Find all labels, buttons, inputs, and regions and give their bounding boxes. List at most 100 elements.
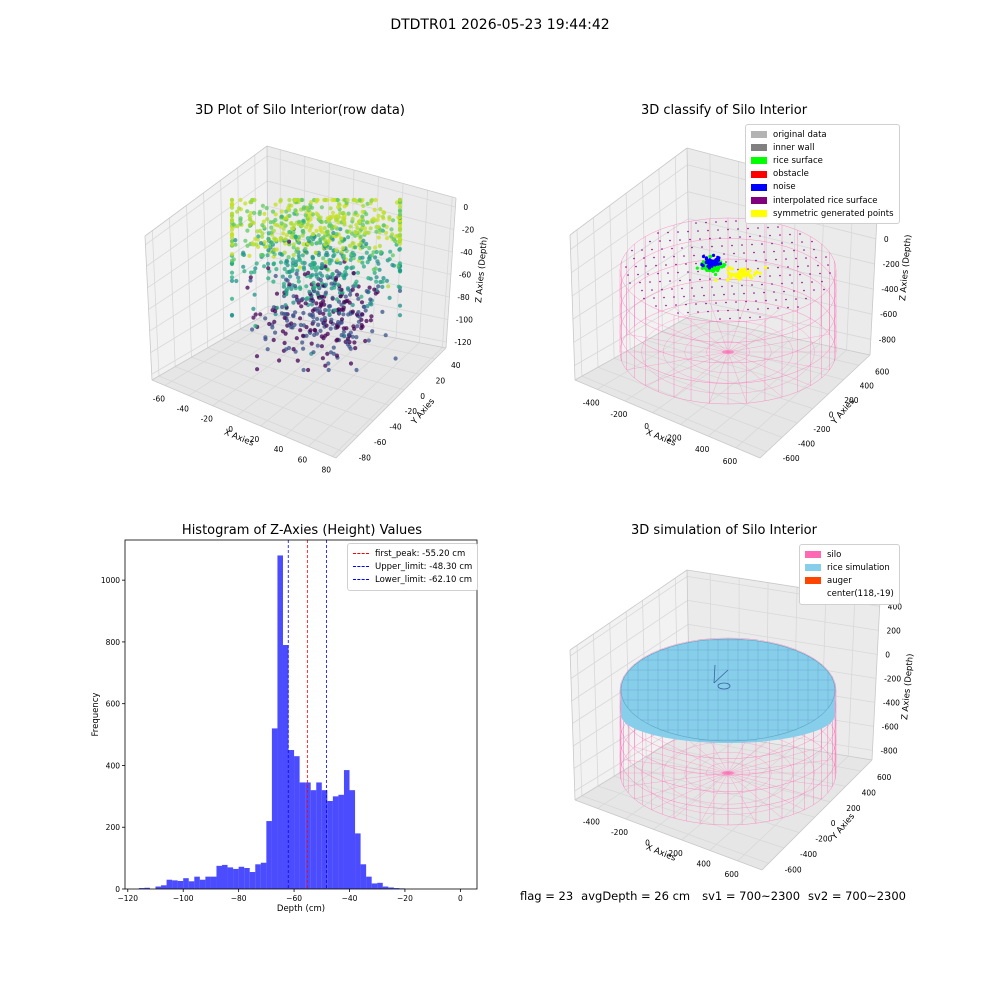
data-point	[320, 356, 325, 361]
surface-point	[749, 316, 751, 319]
silo-floor-line	[727, 746, 822, 774]
data-point	[292, 322, 297, 327]
surface-point	[777, 307, 779, 309]
z-axis-label: Z Axies (Depth)	[898, 234, 914, 301]
surface-point	[641, 289, 643, 292]
data-point	[330, 210, 336, 215]
legend-swatch	[805, 564, 821, 572]
surface-point	[797, 306, 799, 308]
data-point	[371, 216, 376, 221]
data-point	[316, 322, 321, 327]
data-point	[381, 276, 386, 281]
surface-point	[697, 270, 699, 273]
surface-point	[637, 273, 639, 276]
data-point	[285, 287, 290, 292]
noise-point	[704, 261, 709, 265]
surface-point	[691, 287, 693, 289]
data-point	[254, 261, 259, 266]
symmetric-point	[714, 278, 718, 282]
symmetric-point	[741, 270, 745, 274]
surface-point	[765, 299, 767, 302]
data-point	[229, 296, 235, 301]
histogram-bar	[255, 864, 261, 889]
data-point	[318, 215, 323, 220]
flag-value: flag = 23	[520, 889, 574, 903]
pane-edge	[266, 145, 457, 199]
histogram-bar	[188, 881, 195, 889]
data-point	[348, 361, 354, 366]
data-point	[334, 248, 339, 253]
noise-point	[707, 266, 711, 270]
data-point	[397, 246, 403, 251]
surface-point	[791, 282, 793, 284]
data-point	[353, 346, 358, 351]
grid-line	[284, 337, 397, 437]
data-point	[299, 304, 304, 309]
data-point	[314, 301, 319, 306]
data-point	[321, 299, 326, 304]
data-point	[260, 223, 265, 228]
surface-point	[669, 239, 671, 242]
data-point	[236, 206, 242, 211]
surface-point	[733, 252, 735, 255]
data-point	[275, 305, 280, 310]
surface-point	[779, 274, 781, 277]
data-point	[235, 209, 240, 214]
data-point	[271, 337, 276, 343]
data-point	[386, 284, 391, 289]
z-tick-label: -800	[879, 335, 896, 344]
x-tick-label: −60	[286, 894, 302, 903]
z-tick-label: -120	[454, 338, 471, 347]
x-tick-label: -400	[583, 817, 600, 826]
data-point	[249, 270, 254, 275]
data-point	[290, 267, 295, 272]
legend-label: first_peak: -55.20 cm	[375, 548, 466, 559]
data-point	[318, 271, 323, 276]
data-point	[314, 228, 319, 233]
data-point	[374, 249, 379, 255]
data-point	[265, 347, 270, 352]
data-point	[373, 266, 378, 271]
data-point	[390, 232, 395, 237]
data-point	[345, 298, 350, 303]
data-point	[274, 267, 279, 272]
data-point	[350, 309, 355, 314]
data-point	[297, 265, 302, 270]
data-point	[233, 242, 238, 247]
data-point	[278, 224, 283, 229]
data-point	[266, 276, 271, 281]
data-point	[368, 226, 373, 231]
data-point	[376, 224, 381, 229]
surface-point	[687, 271, 689, 273]
legend-label: rice simulation	[827, 562, 890, 573]
data-point	[262, 264, 267, 269]
data-point	[261, 219, 266, 224]
data-point	[331, 345, 336, 350]
surface-point	[643, 297, 645, 300]
data-point	[325, 274, 330, 279]
grid-line	[186, 205, 192, 358]
x-tick-label: 0	[644, 422, 649, 431]
surface-point	[789, 274, 791, 276]
data-point	[323, 290, 328, 295]
data-point	[296, 253, 301, 258]
grid-line	[674, 156, 679, 323]
legend-label: noise	[773, 182, 796, 193]
surface-point	[627, 274, 629, 276]
data-point	[322, 315, 327, 320]
surface-point	[759, 235, 761, 237]
grid-line	[220, 180, 225, 339]
data-point	[234, 278, 239, 284]
surface-point	[773, 291, 775, 293]
surface-point	[655, 264, 657, 267]
surface-point	[717, 229, 719, 231]
histogram-bar	[161, 885, 167, 889]
rice-point	[722, 262, 726, 267]
surface-point	[661, 248, 663, 250]
silo-floor-line	[645, 318, 729, 353]
histogram-bar	[338, 794, 344, 889]
data-point	[339, 333, 344, 338]
y-tick-label: -20	[405, 407, 417, 416]
data-point	[241, 264, 246, 269]
grid-line	[630, 348, 813, 409]
